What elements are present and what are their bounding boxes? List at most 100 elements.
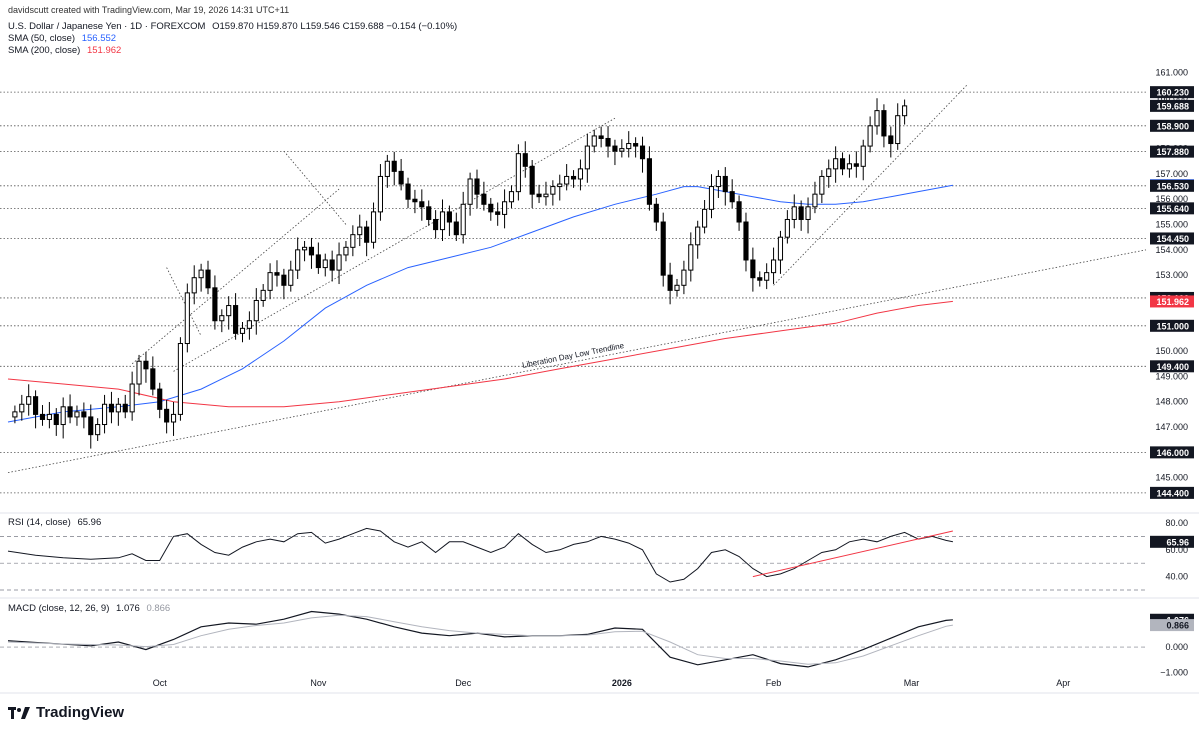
candle-body: [377, 175, 384, 213]
candle: [826, 159, 832, 188]
candle-body: [191, 277, 197, 294]
candle-body: [170, 413, 177, 423]
candle-body: [853, 163, 859, 167]
candle-body: [239, 327, 246, 334]
price-label-box: [1150, 446, 1194, 459]
candle: [391, 151, 397, 186]
candle: [315, 242, 321, 274]
candle: [308, 237, 315, 269]
candle: [564, 164, 570, 191]
time-tick-label: Dec: [455, 678, 472, 688]
candle: [853, 151, 859, 178]
price-axis[interactable]: 145.000 146.000 147.000 148.000 149.000 150.0…: [1150, 68, 1194, 678]
rsi-last-label: 65.96: [1150, 535, 1194, 548]
candle: [453, 212, 459, 241]
price-label-box: [1150, 295, 1194, 308]
sma50-legend-value: 156.552: [81, 33, 117, 44]
candle-body: [791, 206, 797, 220]
candle-body: [881, 110, 887, 137]
candle-body: [867, 125, 873, 147]
candle-body: [722, 175, 728, 193]
candle-body: [288, 269, 294, 286]
tradingview-logo[interactable]: TradingView: [8, 704, 124, 721]
ohlc-values: O159.870 H159.870 L159.546 C159.688 −0.1…: [212, 21, 458, 32]
chart-canvas[interactable]: Liberation Day Low Trendline 145.000 146.…: [0, 0, 1199, 700]
rsi-last-box: [1150, 535, 1194, 548]
candle-body: [902, 105, 908, 117]
macd-tick-label: −1.000: [1160, 667, 1188, 677]
candle-body: [833, 158, 839, 170]
price-tick-label: 150.000: [1155, 346, 1188, 356]
candle-body: [488, 203, 494, 213]
candle: [302, 240, 308, 262]
macd-line: [7, 610, 953, 668]
price-label: 156.530: [1150, 179, 1194, 192]
price-label: 151.962: [1150, 295, 1194, 308]
candle-body: [757, 277, 763, 281]
candle: [619, 139, 625, 158]
candle-body: [584, 145, 590, 170]
candle-body: [439, 211, 446, 231]
candle: [108, 391, 115, 424]
candle-body: [743, 221, 749, 261]
macd-legend[interactable]: MACD (close, 12, 26, 9) 1.076 0.866: [8, 603, 170, 615]
price-pane[interactable]: Liberation Day Low Trendline: [0, 85, 1199, 694]
candle-body: [177, 343, 183, 415]
candle-body: [322, 259, 328, 269]
price-label: 154.450: [1150, 232, 1194, 245]
symbol-line: U.S. Dollar / Japanese Yen · 1D · FOREXC…: [8, 21, 457, 33]
candle-body: [557, 183, 563, 188]
candle: [150, 356, 156, 396]
time-tick-label: Mar: [904, 678, 920, 688]
candle: [633, 137, 639, 158]
candle-body: [336, 254, 342, 271]
sma200-legend[interactable]: SMA (200, close) 151.962: [8, 45, 121, 57]
candle-body: [164, 408, 170, 423]
candle: [591, 129, 597, 153]
candle-body: [350, 234, 356, 248]
candle-body: [460, 203, 466, 236]
candle-body: [302, 246, 308, 251]
candle: [819, 170, 825, 204]
rsi-tick-label: 60.00: [1165, 545, 1188, 555]
price-tick-label: 145.000: [1155, 473, 1188, 483]
time-axis[interactable]: Oct Nov Dec 2026 Feb Mar Apr: [153, 678, 1071, 688]
price-label-text: 151.000: [1156, 321, 1189, 331]
candle: [405, 177, 411, 209]
price-label-box: [1150, 86, 1194, 99]
candle: [495, 202, 501, 226]
candle: [46, 401, 52, 429]
candle-body: [702, 208, 708, 228]
candle-body: [198, 269, 204, 279]
candle: [177, 337, 183, 421]
price-label-box: [1150, 202, 1194, 215]
rsi-pane[interactable]: [0, 527, 1148, 591]
price-tick-label: 155.000: [1155, 220, 1188, 230]
macd-pane[interactable]: [0, 610, 1148, 668]
candle: [74, 405, 80, 426]
candle: [460, 191, 466, 244]
sma50-legend[interactable]: SMA (50, close) 156.552: [8, 33, 116, 45]
candle: [53, 408, 59, 436]
candle: [474, 169, 480, 209]
candle: [26, 384, 32, 416]
candle-body: [205, 269, 211, 289]
candle-body: [633, 143, 639, 147]
candle: [777, 230, 784, 274]
candle: [502, 189, 508, 229]
candle-body: [253, 299, 259, 322]
trendline: [773, 85, 967, 286]
candle-body: [212, 287, 218, 322]
trendline: [173, 117, 616, 372]
candle: [722, 167, 728, 206]
candle: [288, 260, 294, 292]
candle: [674, 278, 680, 297]
candle-body: [26, 396, 32, 405]
candle: [626, 131, 632, 158]
rsi-legend[interactable]: RSI (14, close) 65.96: [8, 517, 101, 529]
candle-body: [674, 284, 680, 291]
price-label-text: 158.900: [1156, 121, 1189, 131]
candle: [702, 199, 708, 234]
price-tick-label: 154.000: [1155, 245, 1188, 255]
candle: [570, 170, 577, 188]
